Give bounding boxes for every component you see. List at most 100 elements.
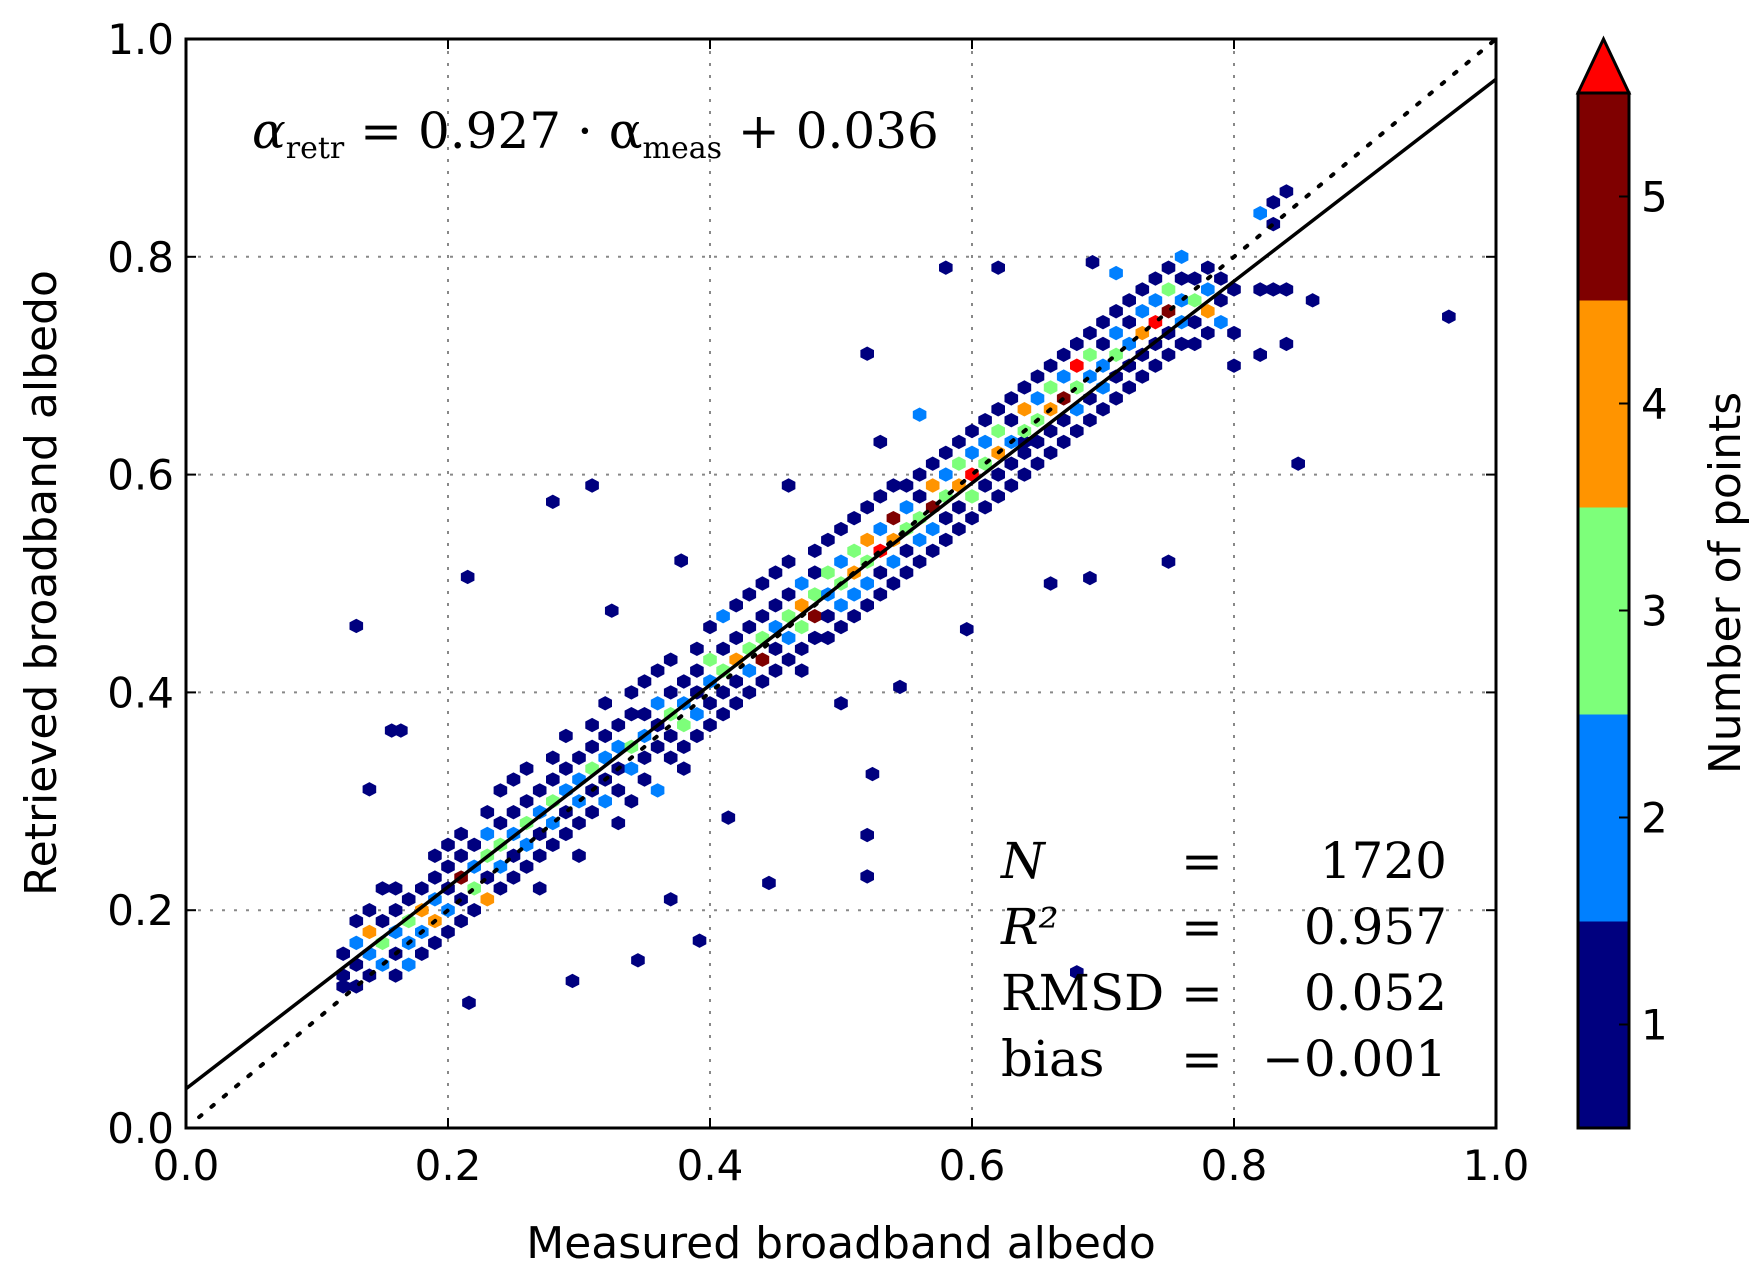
hexbin-cell: [506, 772, 521, 787]
hexbin-cell: [1305, 293, 1320, 308]
hexbin-cell: [532, 881, 547, 896]
hexbin-cell: [899, 500, 914, 515]
hexbin-cell: [572, 815, 586, 831]
hexbin-cell: [1096, 402, 1110, 417]
hexbin-cell: [925, 543, 940, 559]
x-tick-label: 0.6: [939, 1141, 1006, 1190]
hexbin-cell: [460, 569, 475, 585]
fit-equation: αretr = 0.927 · αmeas + 0.036: [252, 102, 939, 166]
hexbin-cell: [1004, 412, 1019, 428]
hexbin-cell: [716, 706, 730, 722]
hexbin-cell: [1083, 570, 1097, 586]
hexbin-cell: [781, 652, 796, 667]
hexbin-cell: [939, 532, 953, 548]
hexbin-cell: [1109, 391, 1123, 406]
hexbin-cell: [1253, 347, 1267, 363]
hexbin-cell: [860, 346, 874, 361]
hexbin-cell: [912, 467, 927, 482]
hexbin-cell: [721, 810, 736, 825]
hexbin-cell: [1083, 412, 1097, 428]
y-tick-label: 0.8: [107, 233, 174, 282]
hexbin-cell: [991, 260, 1005, 275]
hexbin-cell: [519, 815, 534, 831]
hexbin-cell: [428, 848, 442, 863]
hexbin-cell: [1004, 478, 1019, 493]
hexbin-cell: [847, 608, 861, 624]
x-tick-label: 0.8: [1201, 1141, 1268, 1190]
hexbin-cell: [1017, 467, 1032, 482]
hexbin-cell: [598, 728, 612, 744]
hexbin-cell: [834, 619, 848, 635]
hexbin-cell: [415, 946, 429, 961]
colorbar: 1 2 3 4 5: [1575, 35, 1668, 1130]
hexbin-cell: [493, 783, 508, 798]
hexbin-cell: [925, 478, 940, 493]
hexbin-cell: [794, 598, 809, 613]
hexbin-cell: [1017, 380, 1032, 395]
hexbin-cell: [834, 598, 848, 613]
equation-rhs: + 0.036: [722, 102, 939, 160]
hexbin-cell: [1122, 358, 1136, 373]
hexbin-cell: [1017, 445, 1032, 461]
stat-value: 0.957: [1304, 898, 1447, 956]
hexbin-cell: [692, 933, 707, 948]
stat-label: R²: [1000, 898, 1059, 956]
hexbin-cell: [873, 521, 888, 537]
hexbin-cell: [663, 652, 678, 667]
hexbin-cell: [925, 521, 940, 537]
stat-equals: =: [1181, 1030, 1223, 1088]
hexbin-cell: [1291, 456, 1305, 471]
hexbin-cell: [912, 489, 927, 504]
hexbin-cell: [965, 445, 979, 461]
hexbin-cell: [1148, 293, 1163, 308]
hexbin-cell: [690, 728, 704, 744]
hexbin-cell: [794, 641, 809, 657]
hexbin-cell: [939, 445, 953, 461]
hexbin-cell: [1070, 965, 1084, 980]
hexbin-cell: [506, 870, 521, 885]
hexbin-cell: [532, 848, 547, 863]
hexbin-cell: [781, 630, 796, 646]
hexbin-cell: [462, 995, 476, 1010]
stat-equals: =: [1181, 832, 1223, 890]
hexbin-cell: [1043, 445, 1058, 461]
hexbin-cell: [1161, 282, 1176, 297]
hexbin-cell: [454, 913, 468, 929]
hexbin-cell: [1161, 554, 1176, 569]
hexbin-cell: [1214, 293, 1228, 308]
stat-value: 0.052: [1304, 964, 1447, 1022]
hexbin-cell: [899, 478, 914, 493]
hexbin-cell: [1266, 282, 1281, 297]
hexbin-cell: [1043, 358, 1058, 373]
hexbin-cell: [1266, 195, 1281, 210]
hexbin-cell: [441, 837, 455, 853]
hexbin-cell: [637, 750, 652, 765]
hexbin-cell: [1161, 260, 1176, 275]
hexbin-cell: [532, 783, 547, 798]
hexbin-cell: [336, 979, 350, 994]
hexbin-cell: [1135, 369, 1150, 384]
hexbin-cell: [860, 598, 874, 613]
hexbin-cell: [768, 598, 783, 613]
hexbin-cell: [349, 913, 364, 929]
hexbin-cell: [1227, 325, 1241, 341]
colorbar-label: Number of points: [1700, 392, 1751, 774]
hexbin-cell: [349, 618, 364, 634]
hexbin-cell: [847, 587, 861, 602]
y-tick-label: 0.6: [107, 451, 174, 500]
hexbin-cell: [1214, 314, 1228, 330]
hexbin-cell: [939, 510, 953, 526]
hexbin-cell: [1070, 358, 1084, 373]
hexbin-cell: [978, 500, 992, 515]
hexbin-cell: [755, 608, 770, 624]
hexbin-cell: [585, 478, 599, 493]
hexbin-cell: [1201, 282, 1215, 297]
hexbin-cell: [1279, 282, 1294, 297]
hexbin-cell: [598, 794, 612, 809]
hexbin-cell: [394, 723, 408, 738]
hexbin-cell: [1017, 402, 1032, 417]
hexbin-cell: [572, 750, 586, 765]
hexbin-cell: [690, 663, 704, 678]
x-tick-label: 0.4: [677, 1141, 744, 1190]
hexbin-cell: [886, 510, 901, 526]
